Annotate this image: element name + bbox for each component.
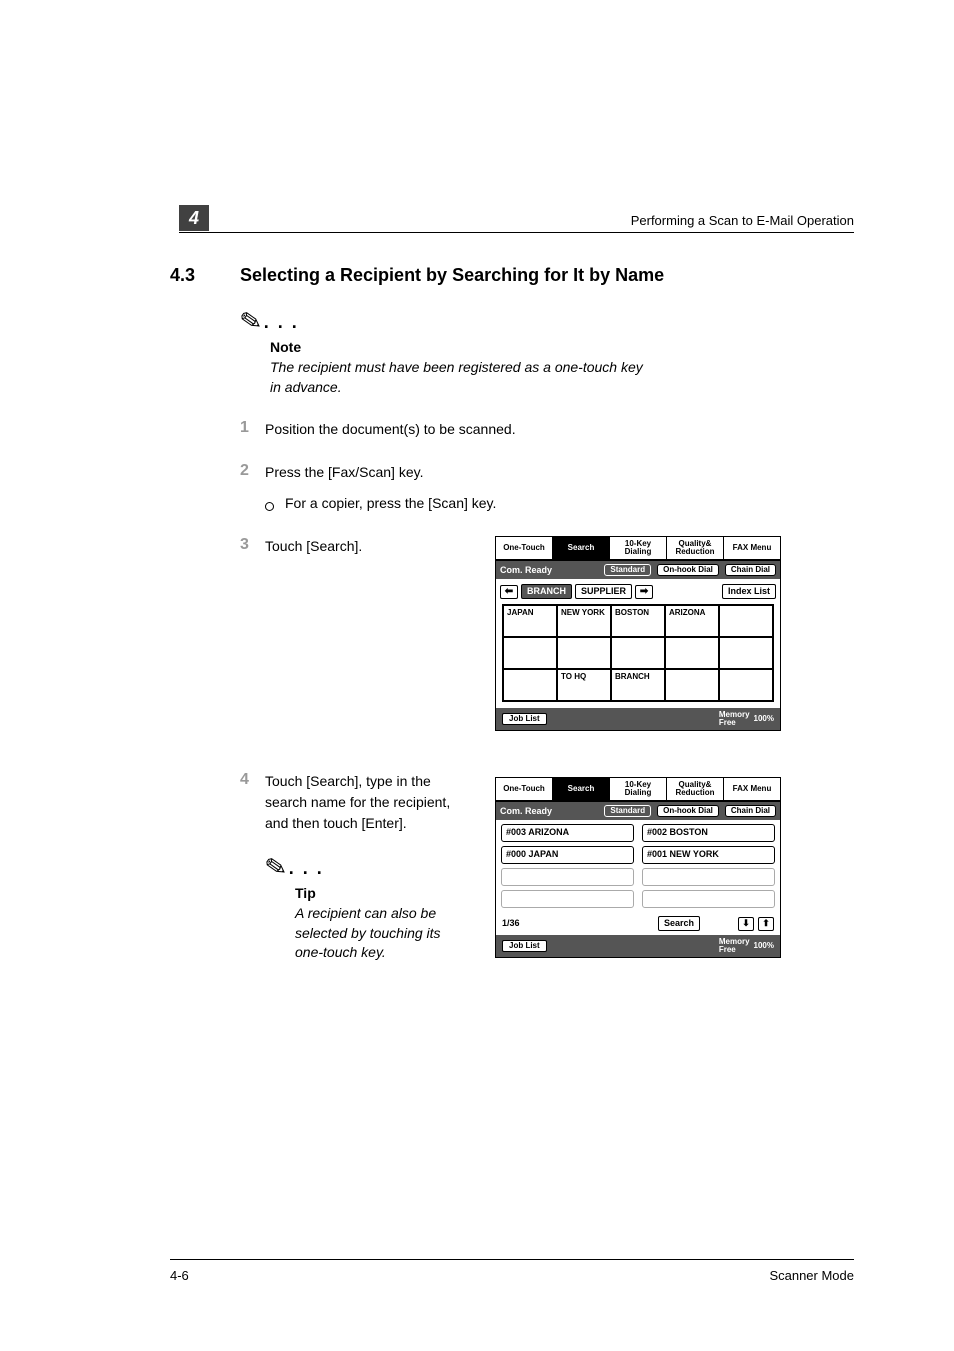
pill-chain: Chain Dial xyxy=(725,564,776,576)
page-footer: 4-6 Scanner Mode xyxy=(170,1259,854,1283)
tab-search: Search xyxy=(553,537,610,559)
grid-cell: BRANCH xyxy=(611,669,665,701)
page-number: 4-6 xyxy=(170,1268,189,1283)
grid-cell xyxy=(665,669,719,701)
step-2-sub-text: For a copier, press the [Scan] key. xyxy=(285,493,496,514)
result-item: #003 ARIZONA xyxy=(501,824,634,842)
grid-cell xyxy=(503,637,557,669)
grid-cell: NEW YORK xyxy=(557,605,611,637)
tab-quality: Quality&Reduction xyxy=(667,537,724,559)
footer-mode: Scanner Mode xyxy=(769,1268,854,1283)
result-empty xyxy=(501,890,634,908)
step-1-number: 1 xyxy=(240,419,265,437)
ellipsis-icon: . . . xyxy=(264,312,299,333)
job-list-button: Job List xyxy=(502,940,547,952)
result-counter: 1/36 xyxy=(502,919,654,928)
step-4-number: 4 xyxy=(240,771,265,789)
grid-cell: JAPAN xyxy=(503,605,557,637)
tab-search: Search xyxy=(553,778,610,800)
pill-standard: Standard xyxy=(604,564,651,576)
grid-cell xyxy=(719,605,773,637)
header-section-title: Performing a Scan to E-Mail Operation xyxy=(631,213,854,228)
onetouch-grid: JAPAN NEW YORK BOSTON ARIZONA xyxy=(496,604,780,708)
arrow-down-icon: ⬇ xyxy=(738,917,754,931)
pencil-icon: ✎ xyxy=(237,304,264,338)
bullet-icon xyxy=(265,502,274,511)
step-1: 1 Position the document(s) to be scanned… xyxy=(240,419,854,440)
grid-cell xyxy=(719,637,773,669)
step-1-text: Position the document(s) to be scanned. xyxy=(265,419,516,440)
status-com-ready: Com. Ready xyxy=(500,566,598,575)
grid-cell xyxy=(665,637,719,669)
step-4: 4 Touch [Search], type in the search nam… xyxy=(240,771,854,963)
section-heading: 4.3 Selecting a Recipient by Searching f… xyxy=(170,265,854,286)
note-icon-row: ✎ . . . xyxy=(240,306,854,337)
pill-onhook: On-hook Dial xyxy=(657,805,719,817)
step-3-text: Touch [Search]. xyxy=(265,536,465,557)
pill-standard: Standard xyxy=(604,805,651,817)
memory-pct: 100% xyxy=(754,942,774,950)
note-text: The recipient must have been registered … xyxy=(270,358,650,397)
grid-cell: ARIZONA xyxy=(665,605,719,637)
arrow-up-icon: ⬆ xyxy=(758,917,774,931)
tab-onetouch: One-Touch xyxy=(496,778,553,800)
note-label: Note xyxy=(270,339,854,355)
tab-10key: 10-KeyDialing xyxy=(610,778,667,800)
grid-cell xyxy=(557,637,611,669)
result-empty xyxy=(642,890,775,908)
step-2: 2 Press the [Fax/Scan] key. For a copier… xyxy=(240,462,854,514)
pill-onhook: On-hook Dial xyxy=(657,564,719,576)
step-2-number: 2 xyxy=(240,462,265,480)
memory-pct: 100% xyxy=(754,715,774,723)
memory-free-label: MemoryFree xyxy=(719,711,750,727)
tip-label: Tip xyxy=(295,885,465,901)
pill-chain: Chain Dial xyxy=(725,805,776,817)
nav-supplier: SUPPLIER xyxy=(575,584,632,599)
chapter-number-badge: 4 xyxy=(179,205,209,231)
tab-faxmenu: FAX Menu xyxy=(724,778,780,800)
pencil-icon: ✎ xyxy=(262,851,289,885)
search-button: Search xyxy=(658,916,700,931)
result-item: #001 NEW YORK xyxy=(642,846,775,864)
tab-10key: 10-KeyDialing xyxy=(610,537,667,559)
grid-cell xyxy=(611,637,665,669)
grid-cell xyxy=(503,669,557,701)
result-item: #000 JAPAN xyxy=(501,846,634,864)
tab-faxmenu: FAX Menu xyxy=(724,537,780,559)
step-2-text: Press the [Fax/Scan] key. xyxy=(265,462,496,483)
grid-cell xyxy=(719,669,773,701)
memory-free-label: MemoryFree xyxy=(719,938,750,954)
header-rule xyxy=(179,232,854,233)
fax-figure-1: One-Touch Search 10-KeyDialing Quality&R… xyxy=(495,536,781,731)
nav-index-list: Index List xyxy=(722,584,776,599)
section-title: Selecting a Recipient by Searching for I… xyxy=(240,265,664,286)
grid-cell: TO HQ xyxy=(557,669,611,701)
result-empty xyxy=(501,868,634,886)
tip-text: A recipient can also be selected by touc… xyxy=(295,904,465,963)
arrow-left-icon: ⬅ xyxy=(500,585,518,599)
ellipsis-icon: . . . xyxy=(289,858,324,879)
tip-icon-row: ✎ . . . xyxy=(265,852,465,883)
result-item: #002 BOSTON xyxy=(642,824,775,842)
tab-quality: Quality&Reduction xyxy=(667,778,724,800)
nav-branch: BRANCH xyxy=(521,584,572,599)
search-results: #003 ARIZONA #002 BOSTON #000 JAPAN #001… xyxy=(496,820,780,912)
grid-cell: BOSTON xyxy=(611,605,665,637)
job-list-button: Job List xyxy=(502,713,547,725)
arrow-right-icon: ➡ xyxy=(635,585,653,599)
page-content: 4.3 Selecting a Recipient by Searching f… xyxy=(0,0,954,1023)
step-4-text: Touch [Search], type in the search name … xyxy=(265,771,465,834)
step-3: 3 Touch [Search]. One-Touch Search 10-Ke… xyxy=(240,536,854,731)
section-number: 4.3 xyxy=(170,265,240,286)
step-3-number: 3 xyxy=(240,536,265,554)
fax-figure-2: One-Touch Search 10-KeyDialing Quality&R… xyxy=(495,777,781,958)
tab-onetouch: One-Touch xyxy=(496,537,553,559)
result-empty xyxy=(642,868,775,886)
step-2-sub: For a copier, press the [Scan] key. xyxy=(265,493,496,514)
status-com-ready: Com. Ready xyxy=(500,807,598,816)
